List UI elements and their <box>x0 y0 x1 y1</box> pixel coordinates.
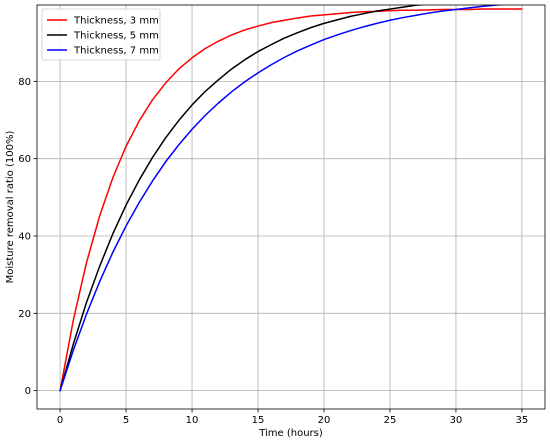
x-tick-label: 35 <box>516 415 529 426</box>
x-tick-label: 5 <box>123 415 129 426</box>
y-tick-label: 0 <box>25 386 31 397</box>
series-line <box>59 5 507 392</box>
legend: Thickness, 3 mm Thickness, 5 mm Thickness,… <box>41 8 161 61</box>
legend-box <box>41 8 161 61</box>
y-axis-label: Moisture removal ratio (100%) <box>5 131 16 284</box>
y-tick-label: 80 <box>18 77 31 88</box>
x-axis-label: Time (hours) <box>258 428 323 439</box>
plot-frame <box>36 4 546 410</box>
y-tick-label: 60 <box>18 154 31 165</box>
x-tick-label: 0 <box>57 415 63 426</box>
legend-label: Thickness, 3 mm <box>73 16 159 27</box>
x-tick-label: 30 <box>450 415 463 426</box>
grid-layer <box>37 5 545 409</box>
x-tick-label: 10 <box>186 415 199 426</box>
x-tick-label: 25 <box>384 415 397 426</box>
y-tick-label: 20 <box>18 309 31 320</box>
x-tick-label: 20 <box>318 415 331 426</box>
ticks-layer: 0 5 10 15 20 25 30 35 0 20 40 60 80 <box>18 77 528 426</box>
x-tick-label: 15 <box>252 415 265 426</box>
series-line <box>59 5 428 392</box>
series-layer <box>59 5 523 392</box>
series-line <box>59 8 523 392</box>
legend-label: Thickness, 5 mm <box>73 31 159 42</box>
y-tick-label: 40 <box>18 231 31 242</box>
legend-label: Thickness, 7 mm <box>73 46 159 57</box>
